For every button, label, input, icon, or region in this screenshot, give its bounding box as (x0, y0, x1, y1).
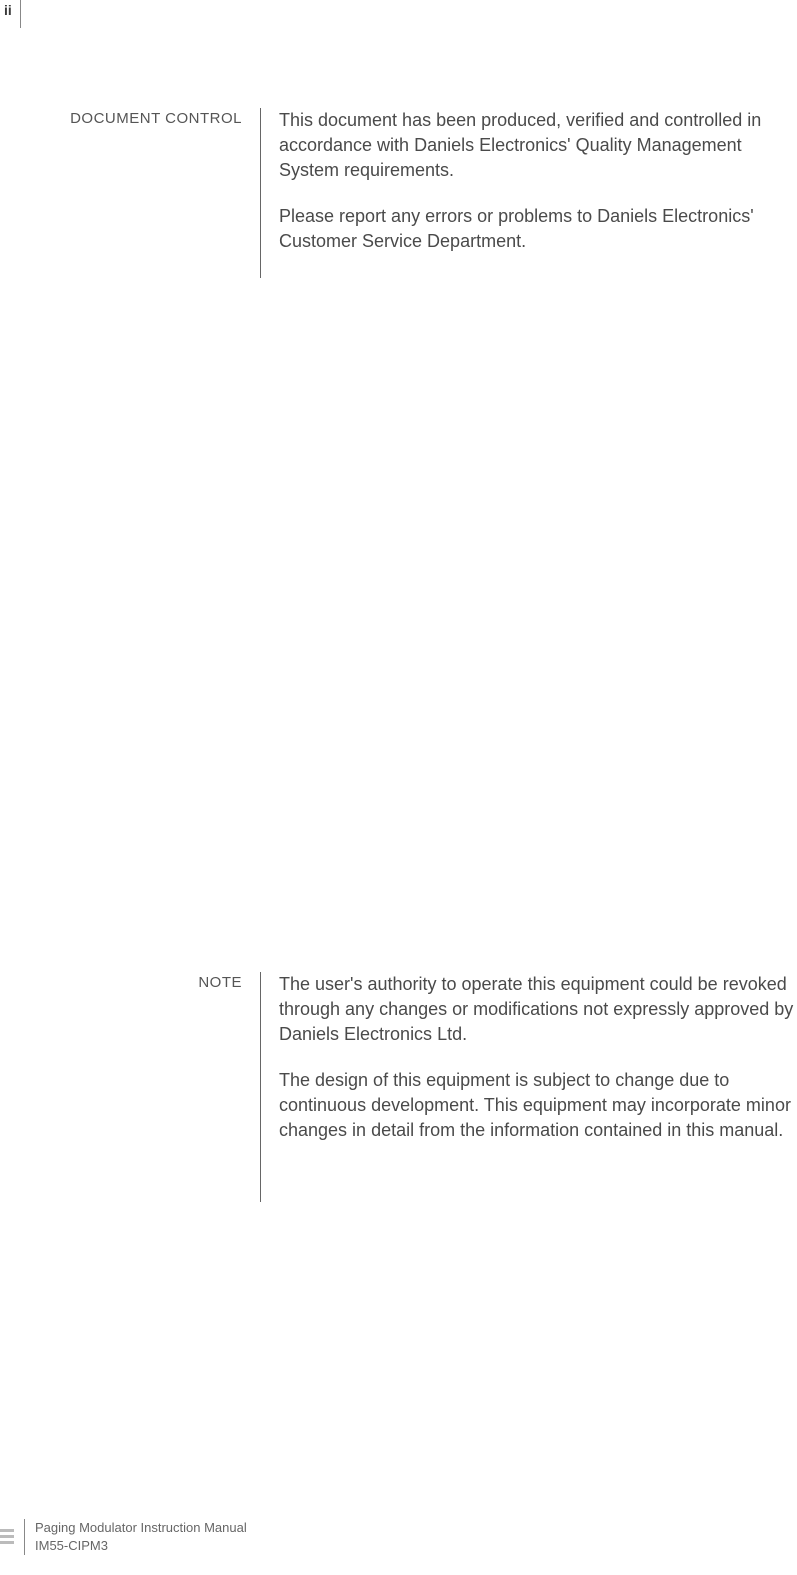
document-control-paragraph: Please report any errors or problems to … (279, 204, 797, 254)
footer-title: Paging Modulator Instruction Manual (35, 1519, 247, 1537)
document-control-label: DOCUMENT CONTROL (60, 108, 260, 278)
footer-divider (24, 1519, 25, 1555)
document-control-section: DOCUMENT CONTROL This document has been … (60, 108, 797, 278)
page-number-divider (20, 0, 21, 28)
note-paragraph: The design of this equipment is subject … (279, 1068, 797, 1144)
page-footer: Paging Modulator Instruction Manual IM55… (0, 1519, 247, 1555)
footer-decoration-icon (0, 1529, 14, 1544)
note-content: The user's authority to operate this equ… (261, 972, 797, 1202)
note-label: NOTE (60, 972, 260, 1202)
footer-text: Paging Modulator Instruction Manual IM55… (35, 1519, 247, 1555)
footer-doc-id: IM55-CIPM3 (35, 1537, 247, 1555)
note-section: NOTE The user's authority to operate thi… (60, 972, 797, 1202)
note-paragraph: The user's authority to operate this equ… (279, 972, 797, 1048)
page-number: ii (0, 0, 16, 20)
document-control-content: This document has been produced, verifie… (261, 108, 797, 278)
document-control-paragraph: This document has been produced, verifie… (279, 108, 797, 184)
